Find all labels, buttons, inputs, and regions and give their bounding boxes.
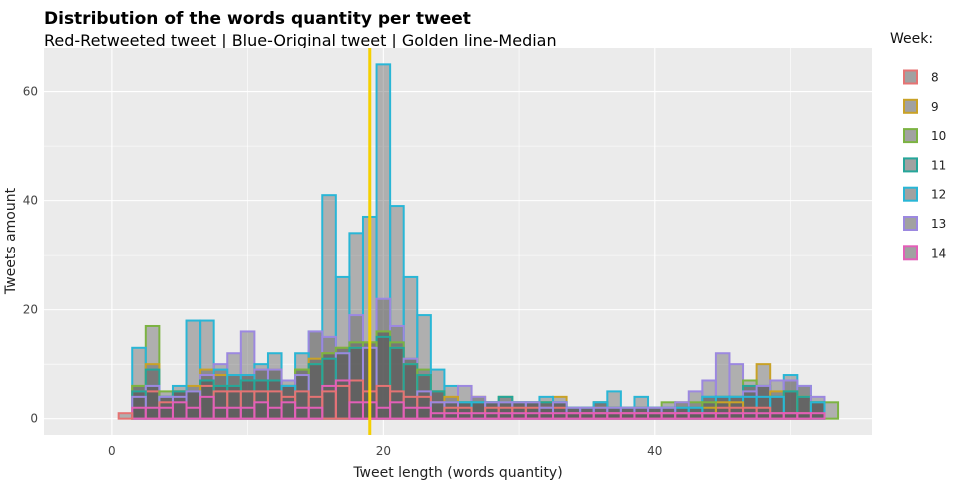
- legend-swatch-week-12: [903, 186, 918, 202]
- bar-week-14: [348, 401, 364, 420]
- bar-week-14: [619, 412, 636, 420]
- x-axis-title: Tweet length (words quantity): [352, 465, 562, 480]
- bar-week-14: [158, 406, 174, 420]
- legend-swatch-week-11: [903, 157, 918, 173]
- bar-week-14: [402, 406, 419, 420]
- bar-week-14: [253, 401, 269, 420]
- bar-week-14: [171, 401, 188, 420]
- bar-week-14: [470, 412, 487, 420]
- bar-week-14: [769, 412, 785, 420]
- legend-label-week-14: 14: [931, 246, 946, 260]
- y-tick-label: 60: [23, 85, 38, 99]
- legend: 8 9 10 11 12 13 14: [903, 69, 946, 261]
- legend-label-week-12: 12: [931, 188, 946, 202]
- legend-label-week-13: 13: [931, 217, 946, 231]
- bar-week-14: [212, 406, 229, 420]
- legend-label-week-9: 9: [931, 100, 939, 114]
- legend-title: Week:: [890, 31, 933, 47]
- chart-title: Distribution of the words quantity per t…: [44, 9, 471, 29]
- legend-swatch-week-14: [903, 245, 918, 261]
- bar-week-14: [755, 412, 772, 420]
- x-tick-label: 20: [376, 444, 391, 458]
- legend-swatch-week-13: [903, 216, 918, 231]
- bar-week-14: [307, 406, 324, 420]
- bar-week-14: [687, 412, 704, 420]
- bar-week-8: [321, 390, 337, 420]
- y-tick-label: 0: [30, 412, 38, 426]
- plot-background: [44, 48, 872, 435]
- bar-week-14: [701, 412, 717, 420]
- bar-week-8: [117, 412, 134, 420]
- bar-week-14: [144, 406, 161, 420]
- bar-week-14: [280, 401, 297, 420]
- bar-week-14: [199, 395, 215, 420]
- bar-week-14: [226, 406, 242, 420]
- bar-week-14: [579, 412, 595, 420]
- bar-week-14: [443, 412, 459, 420]
- bar-week-14: [375, 406, 392, 420]
- bars: [117, 63, 840, 420]
- bar-week-14: [511, 412, 527, 420]
- legend-swatch-week-10: [903, 128, 918, 144]
- x-tick-label: 0: [108, 444, 116, 458]
- bar-week-14: [592, 412, 609, 420]
- bar-week-14: [796, 412, 812, 420]
- legend-swatch-week-8: [903, 69, 918, 85]
- bar-week-14: [728, 412, 745, 420]
- bar-week-14: [782, 412, 799, 420]
- bar-week-14: [660, 412, 677, 420]
- bar-week-14: [185, 406, 202, 420]
- tick-labels: 0 20 40 0 20 40 60: [23, 85, 663, 458]
- bar-week-10: [823, 401, 840, 420]
- bar-week-14: [674, 412, 690, 420]
- bar-week-8: [334, 384, 351, 420]
- bar-week-14: [429, 412, 446, 420]
- bar-week-14: [294, 406, 310, 420]
- bar-week-14: [565, 412, 582, 420]
- legend-label-week-8: 8: [931, 71, 939, 85]
- bar-week-14: [538, 412, 555, 420]
- bar-week-14: [552, 412, 568, 420]
- legend-swatch-week-9: [903, 98, 918, 114]
- chart-subtitle: Red-Retweeted tweet | Blue-Original twee…: [44, 31, 557, 50]
- bar-week-14: [714, 412, 731, 420]
- bar-week-14: [457, 412, 473, 420]
- legend-label-week-10: 10: [931, 129, 946, 143]
- bar-week-14: [633, 412, 650, 420]
- bar-week-14: [742, 412, 758, 420]
- bar-week-14: [416, 406, 432, 420]
- bar-week-14: [266, 406, 283, 420]
- bar-week-14: [239, 406, 256, 420]
- x-tick-label: 40: [647, 444, 662, 458]
- bar-week-14: [389, 401, 405, 420]
- bar-week-14: [131, 406, 147, 420]
- bar-week-14: [809, 412, 826, 420]
- y-tick-label: 20: [23, 303, 38, 317]
- bar-week-14: [524, 412, 541, 420]
- bar-week-14: [647, 412, 663, 420]
- y-axis-title: Tweets amount: [3, 187, 19, 295]
- y-tick-label: 40: [23, 194, 38, 208]
- bar-week-14: [497, 412, 514, 420]
- bar-week-14: [606, 412, 622, 420]
- bar-week-14: [484, 412, 500, 420]
- legend-label-week-11: 11: [931, 158, 946, 172]
